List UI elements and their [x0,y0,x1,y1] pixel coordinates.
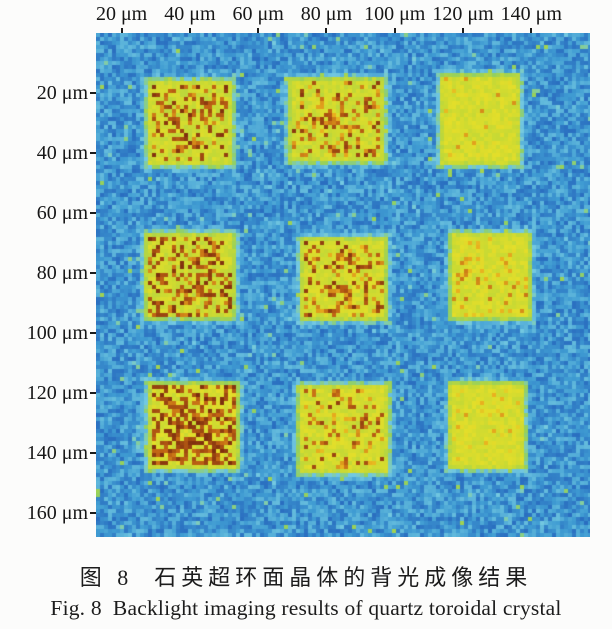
x-tick-label: 120 μm [432,3,494,25]
y-tick-mark [90,92,96,94]
figure-caption-chinese: 图 8 石英超环面晶体的背光成像结果 [79,565,533,590]
x-tick-mark [462,28,464,33]
heatmap-plot: 20 μm 40 μm 60 μm 80 μm 100 μm 120 μm 140 μm 2… [26,3,590,537]
x-tick-label: 140 μm [500,3,562,25]
y-tick-label: 160 μm [26,502,88,524]
y-tick-label: 60 μm [36,202,88,224]
y-tick-mark [90,272,96,274]
x-tick-mark [530,28,533,33]
y-tick-mark [90,392,96,394]
heatmap-image [96,33,590,537]
x-tick-mark [393,28,396,33]
y-tick-mark [90,332,96,334]
y-tick-mark [90,452,96,454]
x-tick-mark [325,28,328,33]
y-tick-mark [90,512,96,514]
figure-caption-english: Fig. 8 Backlight imaging results of quar… [50,596,562,620]
y-tick-label: 80 μm [36,262,88,284]
x-tick-mark [257,28,260,33]
x-tick-label: 40 μm [164,3,216,25]
x-tick-mark [120,28,123,33]
y-tick-mark [90,152,96,154]
x-tick-mark [188,28,191,33]
y-tick-label: 140 μm [26,442,88,464]
y-tick-mark [90,212,96,214]
y-tick-label: 120 μm [26,382,88,404]
y-tick-label: 20 μm [36,82,88,104]
x-tick-label: 60 μm [232,3,284,25]
y-tick-label: 100 μm [26,322,88,344]
y-tick-label: 40 μm [36,142,88,164]
x-tick-label: 100 μm [364,3,426,25]
x-tick-label: 80 μm [300,3,353,25]
x-tick-label: 20 μm [95,3,148,25]
